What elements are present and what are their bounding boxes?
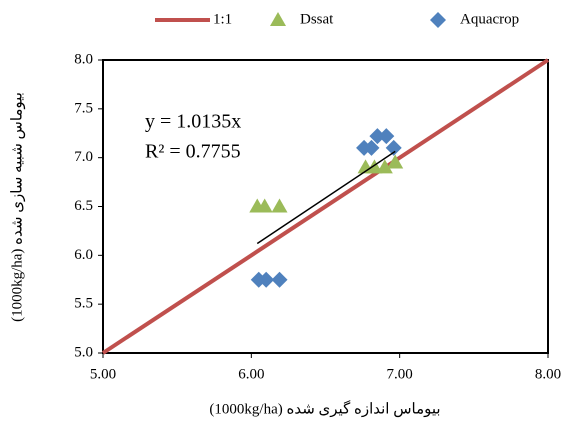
y-tick-label: 8.0	[74, 51, 93, 67]
y-axis-label: بیوماس شبیه سازی شده (1000kg/ha)	[9, 92, 25, 322]
x-tick-label: 5.00	[90, 366, 116, 382]
y-tick-label: 5.5	[74, 296, 93, 312]
trend-equation: y = 1.0135x	[145, 111, 241, 133]
triangle-point	[366, 159, 383, 174]
y-tick-label: 7.5	[74, 100, 93, 116]
x-tick-label: 6.00	[238, 366, 264, 382]
y-tick-label: 7.0	[74, 149, 93, 165]
one-to-one-line	[101, 58, 550, 355]
triangle-point	[376, 159, 393, 174]
triangle-point	[256, 198, 273, 213]
diamond-point	[363, 139, 380, 156]
legend-label: 1:1	[213, 11, 232, 27]
diamond-point	[271, 271, 288, 288]
y-tick-label: 6.0	[74, 247, 93, 263]
legend-label: Dssat	[300, 11, 334, 27]
triangle-point	[270, 12, 286, 26]
diamond-point	[258, 271, 275, 288]
x-tick-label: 7.00	[387, 366, 413, 382]
diamond-point	[385, 139, 402, 156]
y-tick-label: 6.5	[74, 198, 93, 214]
legend-label: Aquacrop	[460, 11, 519, 27]
trend-r2: R² = 0.7755	[145, 141, 241, 163]
diamond-point	[369, 128, 386, 145]
triangle-point	[271, 198, 288, 213]
y-tick-label: 5.0	[74, 344, 93, 360]
diamond-point	[430, 12, 446, 28]
x-axis-label: بیوماس اندازه گیری شده (1000kg/ha)	[209, 399, 440, 417]
triangle-point	[387, 154, 404, 169]
diamond-point	[378, 128, 395, 145]
x-tick-label: 8.00	[535, 366, 561, 382]
trendline	[256, 150, 396, 245]
